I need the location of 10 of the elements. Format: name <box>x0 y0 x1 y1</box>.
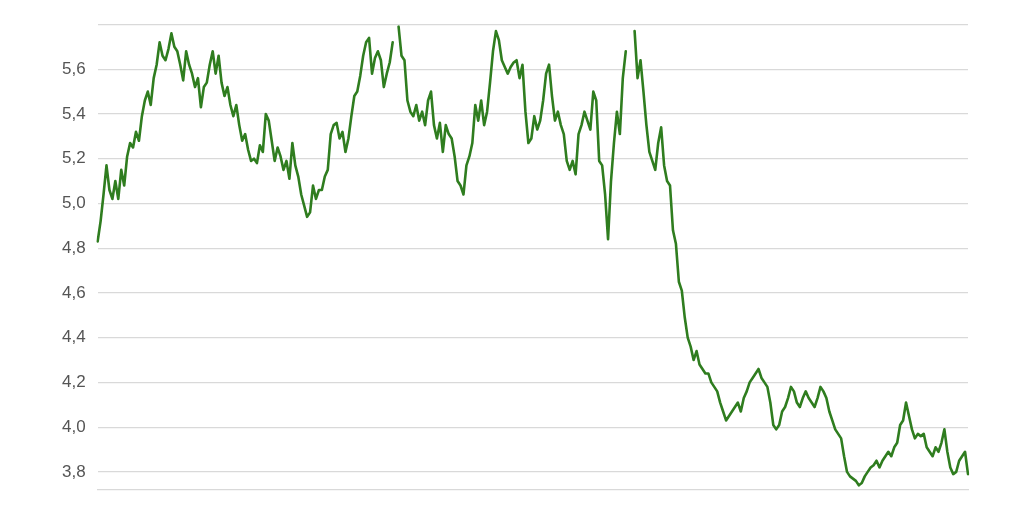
y-tick-label: 4,2 <box>61 372 86 392</box>
y-tick-label: 4,6 <box>61 282 86 302</box>
y-tick-label: 5,4 <box>61 103 86 123</box>
y-tick-label: 4,8 <box>61 237 86 257</box>
y-tick-label: 5,2 <box>61 148 86 168</box>
y-tick-label: 5,0 <box>61 193 86 213</box>
y-tick-label: 4,4 <box>61 327 86 347</box>
y-tick-label: 5,6 <box>61 58 86 78</box>
y-tick-label: 3,8 <box>61 461 86 481</box>
y-tick-label: 4,0 <box>61 416 86 436</box>
